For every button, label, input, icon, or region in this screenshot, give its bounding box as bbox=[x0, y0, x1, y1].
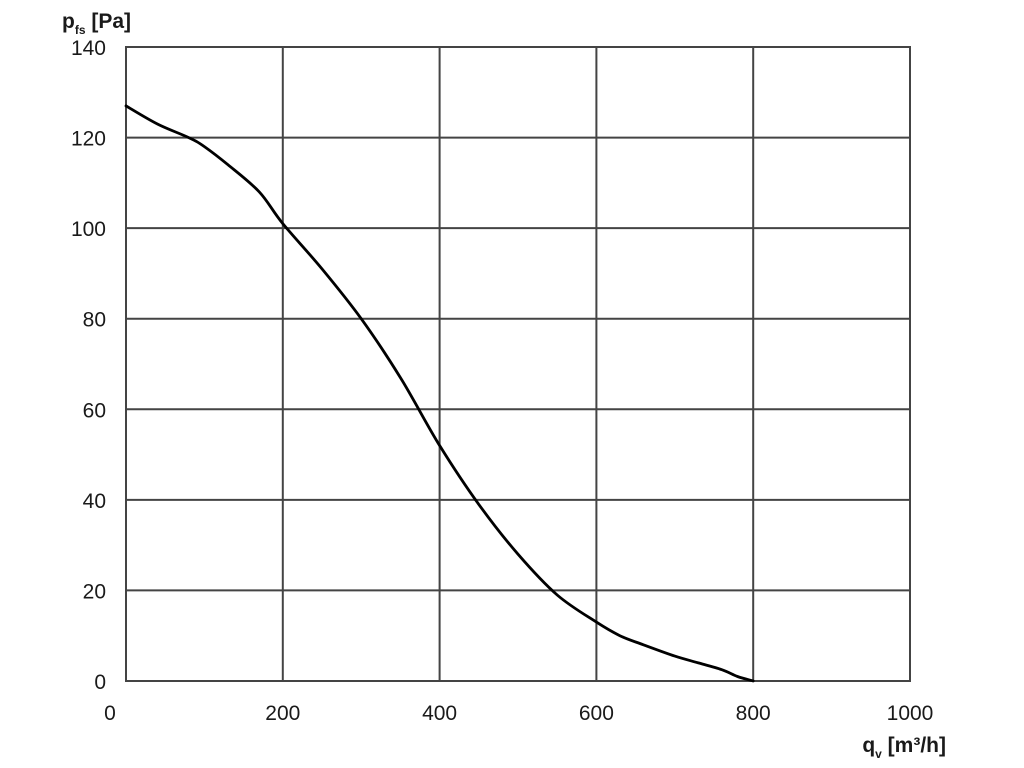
y-tick-label: 60 bbox=[83, 399, 106, 422]
x-tick-label: 1000 bbox=[887, 702, 934, 725]
series-line bbox=[124, 104, 755, 683]
x-axis-title: qv [m³/h] bbox=[862, 734, 946, 761]
x-tick-label: 600 bbox=[579, 702, 614, 725]
y-tick-label: 0 bbox=[94, 671, 106, 694]
y-axis-ticks: 0 20 40 60 80 100 120 140 bbox=[71, 37, 106, 694]
y-tick-label: 20 bbox=[83, 580, 106, 603]
x-axis-ticks: 0 200 400 600 800 1000 bbox=[104, 702, 933, 725]
plot-frame bbox=[125, 46, 911, 682]
y-tick-label: 140 bbox=[71, 37, 106, 60]
x-tick-label: 400 bbox=[422, 702, 457, 725]
y-tick-label: 40 bbox=[83, 490, 106, 513]
y-tick-label: 120 bbox=[71, 128, 106, 151]
x-tick-label: 800 bbox=[736, 702, 771, 725]
y-tick-label: 100 bbox=[71, 218, 106, 241]
x-tick-label: 200 bbox=[265, 702, 300, 725]
grid bbox=[125, 46, 911, 682]
x-tick-label: 0 bbox=[104, 702, 116, 725]
y-axis-title: pfs [Pa] bbox=[62, 10, 131, 37]
y-tick-label: 80 bbox=[83, 309, 106, 332]
